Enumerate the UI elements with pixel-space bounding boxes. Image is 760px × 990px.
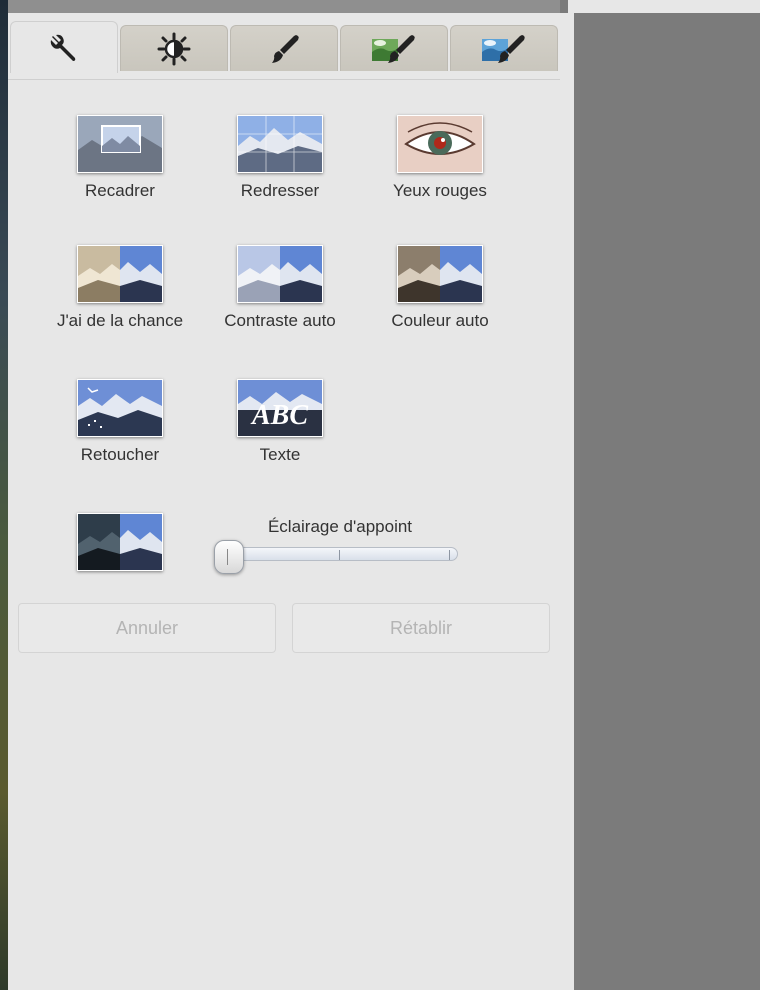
crop-thumbnail: [77, 115, 163, 173]
brush-icon: [266, 32, 302, 66]
auto-color-tool[interactable]: Couleur auto: [360, 245, 520, 331]
photo-canvas-area: [574, 13, 760, 990]
undo-button[interactable]: Annuler: [18, 603, 276, 653]
wrench-icon: [47, 31, 81, 65]
panel-divider[interactable]: [568, 0, 574, 990]
tab-effects-blue[interactable]: [450, 25, 558, 71]
feeling-lucky-thumbnail: [77, 245, 163, 303]
auto-contrast-label: Contraste auto: [224, 311, 336, 330]
slider-tick: [339, 550, 340, 560]
brightness-icon: [157, 32, 191, 66]
slider-tick: [449, 550, 450, 560]
red-eye-tool[interactable]: Yeux rouges: [360, 115, 520, 201]
fill-light-slider-track[interactable]: [218, 547, 458, 561]
red-eye-label: Yeux rouges: [393, 181, 487, 200]
fill-light-slider-handle[interactable]: [214, 540, 244, 574]
crop-tool[interactable]: Recadrer: [40, 115, 200, 201]
auto-contrast-tool[interactable]: Contraste auto: [200, 245, 360, 331]
text-label: Texte: [259, 445, 301, 464]
red-eye-thumbnail: [397, 115, 483, 173]
text-thumbnail: ABC: [237, 379, 323, 437]
tab-bar: [8, 21, 560, 80]
feeling-lucky-label: J'ai de la chance: [56, 311, 184, 330]
tab-underline: [8, 79, 560, 80]
retouch-thumbnail: [77, 379, 163, 437]
straighten-tool[interactable]: Redresser: [200, 115, 360, 201]
fill-light-tool[interactable]: [40, 513, 200, 571]
top-bar: [8, 0, 560, 13]
tab-tuning[interactable]: [120, 25, 228, 71]
auto-contrast-thumbnail: [237, 245, 323, 303]
text-tool[interactable]: ABC Texte: [200, 379, 360, 465]
fill-light-thumbnail: [77, 513, 163, 571]
retouch-tool[interactable]: Retoucher: [40, 379, 200, 465]
fill-light-label: Éclairage d'appoint: [267, 517, 413, 536]
auto-color-label: Couleur auto: [391, 311, 489, 330]
text-thumbnail-label: ABC: [251, 400, 309, 431]
canvas-top: [574, 0, 760, 13]
tab-basic-fixes[interactable]: [10, 21, 118, 73]
redo-button[interactable]: Rétablir: [292, 603, 550, 653]
auto-color-thumbnail: [397, 245, 483, 303]
feeling-lucky-tool[interactable]: J'ai de la chance: [40, 245, 200, 331]
edit-panel: Recadrer Redresser: [8, 13, 568, 990]
tab-effects-green[interactable]: [340, 25, 448, 71]
retouch-label: Retoucher: [80, 445, 160, 464]
green-brush-icon: [368, 32, 420, 66]
straighten-label: Redresser: [240, 181, 320, 200]
crop-label: Recadrer: [85, 181, 155, 200]
blue-brush-icon: [478, 32, 530, 66]
straighten-thumbnail: [237, 115, 323, 173]
background-photo-strip: [0, 0, 8, 990]
tab-effects[interactable]: [230, 25, 338, 71]
